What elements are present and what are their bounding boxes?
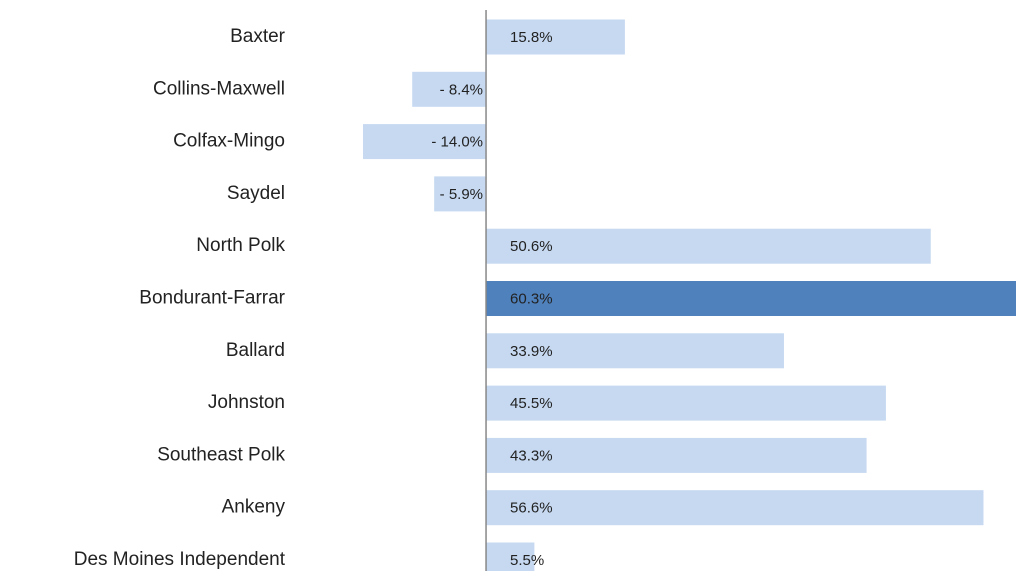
value-label: 50.6% xyxy=(510,238,553,255)
value-label: 33.9% xyxy=(510,343,553,360)
value-label: - 14.0% xyxy=(431,134,483,151)
value-label: - 8.4% xyxy=(440,81,483,98)
category-label: Johnston xyxy=(208,392,285,413)
bar xyxy=(434,176,487,212)
bar xyxy=(412,71,487,107)
category-label: Ballard xyxy=(226,340,285,361)
bar xyxy=(486,385,886,421)
value-label: - 5.9% xyxy=(440,186,483,203)
bar xyxy=(486,333,784,369)
bar xyxy=(363,124,487,160)
category-label: Bondurant-Farrar xyxy=(139,288,285,309)
value-label: 43.3% xyxy=(510,447,553,464)
category-label: North Polk xyxy=(196,235,285,256)
bar xyxy=(486,228,931,264)
category-label: Des Moines Independent xyxy=(74,549,286,570)
value-label: 5.5% xyxy=(510,552,544,569)
value-label: 45.5% xyxy=(510,395,553,412)
category-label: Collins-Maxwell xyxy=(153,78,285,99)
bar xyxy=(486,542,535,571)
category-label: Southeast Polk xyxy=(157,444,285,465)
value-label: 15.8% xyxy=(510,29,553,46)
category-label: Saydel xyxy=(227,183,285,204)
category-label: Ankeny xyxy=(222,497,286,518)
bar xyxy=(486,437,867,473)
category-label: Colfax-Mingo xyxy=(173,131,285,152)
bar xyxy=(486,281,1016,316)
value-label: 60.3% xyxy=(510,290,553,307)
category-label: Baxter xyxy=(230,26,286,47)
bar xyxy=(486,19,625,55)
value-label: 56.6% xyxy=(510,500,553,517)
bar xyxy=(486,490,984,526)
